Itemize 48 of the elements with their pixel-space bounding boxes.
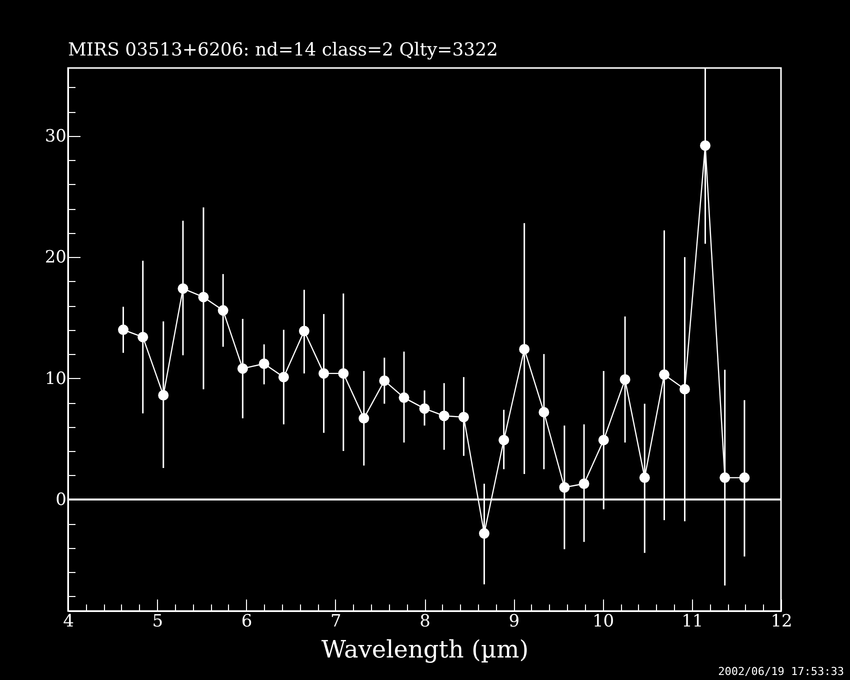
point (659, 369, 670, 380)
point (218, 305, 228, 316)
y-tick-label: 20 (44, 248, 66, 268)
x-tick-label: 4 (63, 612, 74, 632)
y-tick-label: 30 (44, 126, 66, 146)
chart-title: MIRS 03513+6206: nd=14 class=2 Qlty=3322 (68, 39, 498, 60)
point (438, 410, 450, 422)
x-tick-label: 11 (682, 612, 704, 632)
point (700, 140, 710, 151)
point (598, 434, 609, 446)
point (739, 472, 750, 483)
point (358, 413, 370, 424)
point (258, 358, 270, 369)
point (118, 324, 128, 336)
point (620, 374, 630, 385)
x-axis-title: Wavelength (µm) (321, 636, 529, 664)
point (720, 472, 730, 483)
point (158, 390, 169, 400)
point (178, 283, 188, 294)
point (398, 392, 410, 403)
point (237, 363, 248, 374)
point (519, 344, 530, 354)
point (379, 375, 390, 386)
text: 2002/06/19 17:53:33 (718, 665, 844, 678)
point (278, 372, 289, 382)
point (498, 434, 510, 446)
x-tick-label: 6 (241, 612, 252, 632)
x-tick-label: 12 (770, 612, 792, 632)
x-tick-label: 7 (330, 612, 342, 632)
point (559, 482, 570, 493)
point (138, 332, 148, 342)
point (538, 406, 550, 418)
y-tick-label: 0 (56, 490, 66, 510)
point (338, 368, 349, 379)
x-tick-label: 9 (508, 612, 520, 632)
y-tick-label: 10 (44, 368, 66, 389)
point (318, 368, 330, 379)
point (578, 478, 590, 489)
point (198, 292, 209, 302)
point (298, 326, 310, 336)
point (419, 403, 430, 414)
x-tick-label: 8 (420, 612, 430, 632)
x-tick-label: 10 (592, 612, 614, 632)
x-tick-label: 5 (152, 612, 164, 632)
point (680, 384, 690, 394)
point (639, 472, 650, 483)
point (478, 528, 490, 539)
point (458, 412, 469, 422)
